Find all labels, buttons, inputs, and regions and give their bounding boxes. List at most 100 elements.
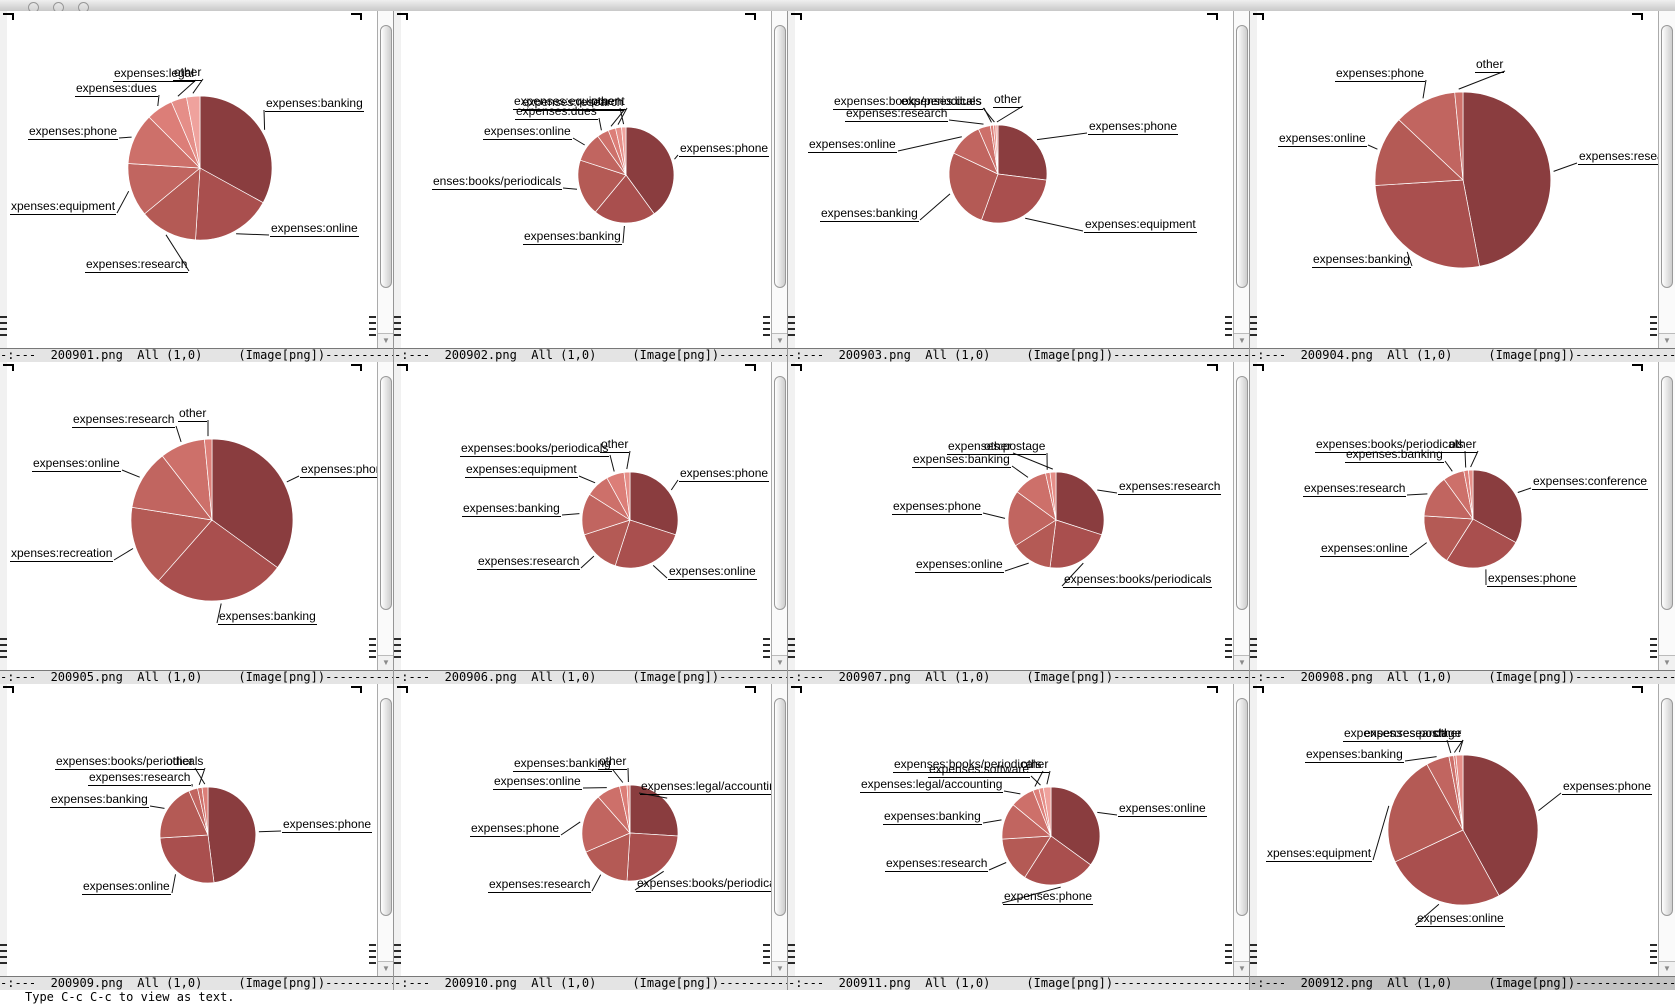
scrollbar-thumb[interactable] [774,25,786,288]
buffer-image-200911.png[interactable]: expenses:books/periodicals expenses:softw… [788,684,1233,976]
buffer-image-200904.png[interactable]: other expenses:phone expenses:online expens… [1250,11,1658,348]
fringe-continuation-marks [1650,944,1657,968]
modeline-200902.png[interactable]: -:--- 200902.png All (1,0) (Image[png])-… [394,348,788,362]
label-connector-line [572,137,585,146]
scrollbar-thumb[interactable] [774,376,786,610]
fringe-dash [394,950,401,952]
modeline-200905.png[interactable]: -:--- 200905.png All (1,0) (Image[png])-… [0,670,394,684]
chart-label: expenses:books/periodicals [893,757,1043,773]
chart-label: expenses:phone [470,821,561,837]
buffer-image-200906.png[interactable]: expenses:books/periodicals other expenses:… [394,362,771,670]
pie-slice-other [995,124,999,175]
label-connector-line [897,136,962,152]
modeline-200901.png[interactable]: -:--- 200901.png All (1,0) (Image[png])-… [0,348,394,362]
chart-label: expenses:phone [1088,119,1179,135]
modeline-200906.png[interactable]: -:--- 200906.png All (1,0) (Image[png])-… [394,670,788,684]
scrollbar-thumb[interactable] [1236,25,1248,288]
scroll-down-button[interactable]: ▼ [1234,655,1250,670]
chart-label: expenses:banking [462,501,561,517]
emacs-window-200912.png: expenses:research expenses:postage other ex… [1250,684,1675,990]
modeline-200911.png[interactable]: -:--- 200911.png All (1,0) (Image[png])-… [788,976,1250,990]
pie-slice-expenses:online [131,455,213,521]
buffer-image-200902.png[interactable]: expenses:equipment expenses:research other… [394,11,771,348]
buffer-image-200912.png[interactable]: expenses:research expenses:postage other ex… [1250,684,1658,976]
chart-label: xpenses:equipment [10,199,117,215]
buffer-image-200910.png[interactable]: expenses:banking other expenses:online expe… [394,684,771,976]
scrollbar-thumb[interactable] [1236,698,1248,916]
label-connector-line [948,119,984,125]
buffer-image-200908.png[interactable]: expenses:books/periodicals other expenses:… [1250,362,1658,670]
scrollbar[interactable]: ▼ [1233,11,1250,348]
buffer-image-200903.png[interactable]: expenses:books/periodicals expenses:dues o… [788,11,1233,348]
scrollbar[interactable]: ▼ [771,684,788,976]
emacs-window-200906.png: expenses:books/periodicals other expenses:… [394,362,788,684]
scroll-down-button[interactable]: ▼ [1659,333,1675,348]
fringe-dash [369,962,376,964]
fringe-dash [394,650,401,652]
modeline-200909.png[interactable]: -:--- 200909.png All (1,0) (Image[png])-… [0,976,394,990]
modeline-200903.png[interactable]: -:--- 200903.png All (1,0) (Image[png])-… [788,348,1250,362]
scrollbar[interactable]: ▼ [771,362,788,670]
pie-slice-expenses:research [144,167,201,241]
fringe-continuation-marks [394,638,401,662]
fringe-dash [1650,316,1657,318]
chart-label: expenses:research [88,770,192,786]
scrollbar-thumb[interactable] [380,376,392,610]
chart-label: enses:books/periodicals [432,174,563,190]
scroll-down-button[interactable]: ▼ [378,961,394,976]
scrollbar[interactable]: ▼ [377,362,394,670]
scroll-down-button[interactable]: ▼ [772,961,788,976]
label-connector-line [1464,450,1467,468]
scrollbar[interactable]: ▼ [1233,684,1250,976]
minibuffer-echo-area[interactable]: Type C-c C-c to view as text. [0,990,1675,1004]
fringe-dash [788,334,795,336]
scrollbar[interactable]: ▼ [377,684,394,976]
scroll-down-button[interactable]: ▼ [772,655,788,670]
modeline-200904.png[interactable]: -:--- 200904.png All (1,0) (Image[png])-… [1250,348,1675,362]
chart-label: expenses:legal/accounting [860,777,1004,793]
chart-label: expenses:phone [1562,779,1653,795]
image-corner-mark [1207,686,1218,693]
pie-slice-expenses:online [1394,829,1500,906]
scroll-down-button[interactable]: ▼ [1234,961,1250,976]
scrollbar-thumb[interactable] [380,698,392,916]
scroll-down-button[interactable]: ▼ [378,655,394,670]
scroll-down-button[interactable]: ▼ [378,333,394,348]
scrollbar[interactable]: ▼ [771,11,788,348]
scrollbar[interactable]: ▼ [1233,362,1250,670]
scroll-down-button[interactable]: ▼ [1234,333,1250,348]
scroll-down-button[interactable]: ▼ [772,333,788,348]
scrollbar[interactable]: ▼ [377,11,394,348]
buffer-image-200907.png[interactable]: expenses:postage other expenses:banking exp… [788,362,1233,670]
fringe-dash [369,638,376,640]
scrollbar-thumb[interactable] [1661,25,1673,288]
chart-label: expenses:conference [1532,474,1649,490]
scrollbar[interactable]: ▼ [1658,684,1675,976]
scrollbar-thumb[interactable] [1236,376,1248,610]
fringe-dash [394,956,401,958]
fringe-continuation-marks [394,944,401,968]
pie-chart-200910.png [560,767,679,892]
fringe-dash [1250,956,1257,958]
scrollbar[interactable]: ▼ [1658,11,1675,348]
fringe-dash [788,322,795,324]
chart-label: expenses:online [32,456,121,472]
modeline-200910.png[interactable]: -:--- 200910.png All (1,0) (Image[png])-… [394,976,788,990]
chart-label: expenses:books/periodicals [460,441,610,457]
buffer-image-200901.png[interactable]: expenses:legal other expenses:dues expenses… [0,11,377,348]
chart-label: other [993,92,1023,108]
scrollbar[interactable]: ▼ [1658,362,1675,670]
scrollbar-thumb[interactable] [774,698,786,916]
modeline-200912.png[interactable]: -:--- 200912.png All (1,0) (Image[png])-… [1250,976,1675,990]
scrollbar-thumb[interactable] [1661,698,1673,916]
scrollbar-thumb[interactable] [380,25,392,288]
buffer-image-200905.png[interactable]: other expenses:research expenses:online xpe… [0,362,377,670]
scrollbar-thumb[interactable] [1661,376,1673,610]
modeline-200907.png[interactable]: -:--- 200907.png All (1,0) (Image[png])-… [788,670,1250,684]
buffer-image-200909.png[interactable]: expenses:books/periodicals other expenses:… [0,684,377,976]
modeline-200908.png[interactable]: -:--- 200908.png All (1,0) (Image[png])-… [1250,670,1675,684]
fringe-dash [788,328,795,330]
scroll-down-button[interactable]: ▼ [1659,655,1675,670]
chart-label: expenses:phone [300,463,377,478]
scroll-down-button[interactable]: ▼ [1659,961,1675,976]
